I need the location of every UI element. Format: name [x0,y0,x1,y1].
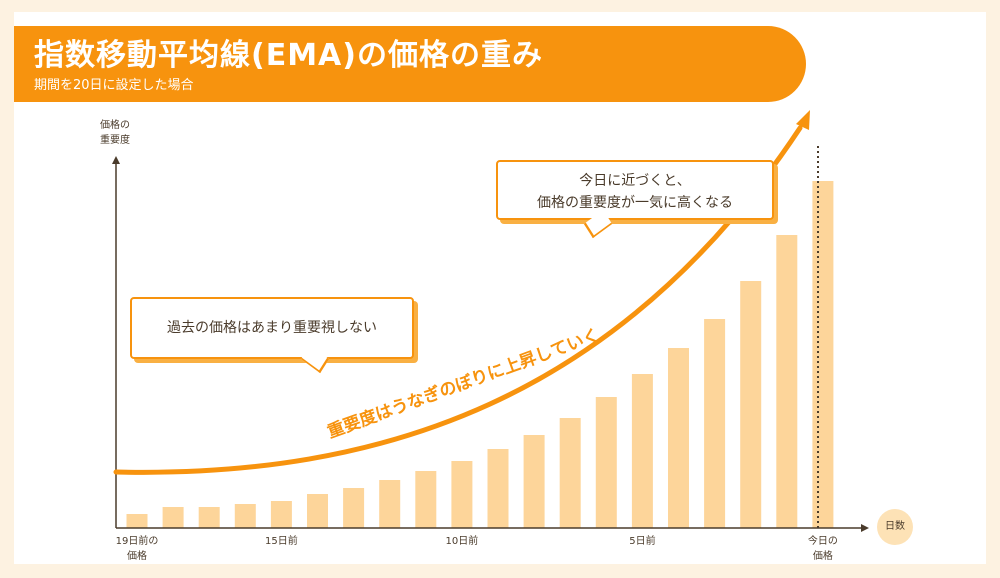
bar-day-19 [812,181,834,528]
bar-day-3 [234,504,256,528]
bar-day-2 [198,507,220,528]
y-axis-arrow [112,156,120,164]
x-tick-label: 今日の 価格 [808,534,838,564]
x-tick-label-line1: 5日前 [629,536,656,547]
x-axis-label: 日数 [877,509,913,545]
x-tick-label: 5日前 [629,534,655,549]
bar-day-10 [487,449,509,528]
bar-day-7 [379,480,401,528]
bar-day-18 [776,235,798,528]
y-axis-label-line1: 価格の [100,120,130,131]
bar-day-17 [740,281,762,528]
bar-day-12 [559,418,581,528]
bar-day-9 [451,461,473,528]
bar-day-13 [595,397,617,528]
y-axis-label-line2: 重要度 [100,135,130,146]
x-tick-label-line2: 価格 [126,551,147,562]
bar-day-14 [631,374,653,528]
bar-day-15 [668,348,689,528]
callout-past: 過去の価格はあまり重要視しない [130,297,414,359]
callout-past-text: 過去の価格はあまり重要視しない [167,320,377,336]
callout-today: 今日に近づくと、 価格の重要度が一気に高くなる [496,160,774,220]
trend-curve-arrowhead [796,110,810,130]
chart-subtitle: 期間を20日に設定した場合 [34,78,194,93]
chart-title: 指数移動平均線(EMA)の価格の重み [34,38,543,73]
bar-day-5 [307,494,328,528]
x-tick-label-line1: 今日の [807,536,838,547]
callout-today-line2: 価格の重要度が一気に高くなる [537,195,733,211]
bar-day-1 [162,507,184,528]
x-tick-label-line1: 15日前 [265,536,298,547]
x-tick-label-line1: 19日前の [115,536,159,547]
bar-day-8 [415,471,437,528]
x-axis-arrow [861,524,869,532]
x-tick-label-line2: 価格 [812,551,833,562]
bar-day-16 [704,319,726,528]
title-banner [14,26,806,102]
bar-day-11 [523,435,545,528]
bar-day-4 [270,501,292,528]
y-axis-label: 価格の 重要度 [93,118,137,148]
callout-today-line1: 今日に近づくと、 [579,173,691,189]
x-tick-label: 15日前 [265,534,298,549]
bar-day-0 [126,514,148,528]
x-tick-label: 19日前の価格 [116,534,159,564]
bar-day-6 [343,488,365,528]
x-tick-label: 10日前 [446,534,479,549]
trend-curve [113,125,803,475]
x-tick-label-line1: 10日前 [445,536,479,547]
